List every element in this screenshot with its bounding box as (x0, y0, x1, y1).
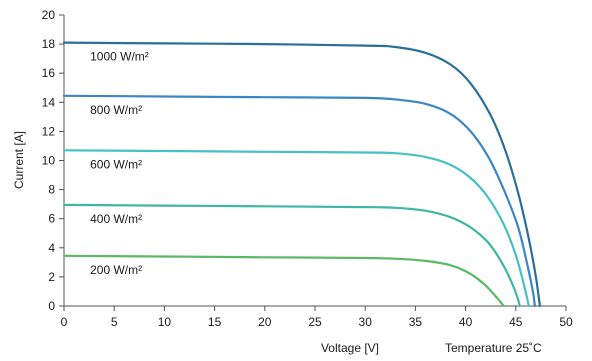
x-tick-label: 45 (509, 315, 523, 329)
series-curve (62, 254, 505, 308)
y-tick-label: 14 (42, 95, 56, 109)
y-axis-title: Current [A] (12, 131, 26, 189)
series-label: 600 W/m² (90, 157, 142, 171)
temperature-annotation: Temperature 25˚C (445, 341, 542, 355)
series-labels: 1000 W/m² 800 W/m² 600 W/m² 400 W/m² 200 W/m… (90, 50, 149, 277)
y-tick-label: 18 (42, 37, 56, 51)
series-label: 1000 W/m² (90, 50, 149, 64)
x-tick-label: 5 (111, 315, 118, 329)
x-tick-label: 20 (258, 315, 272, 329)
x-tick-label: 40 (459, 315, 473, 329)
y-tick-label: 12 (42, 124, 56, 138)
series-curves (62, 41, 541, 308)
x-tick-label: 0 (61, 315, 68, 329)
series-curve (62, 149, 530, 308)
y-tick-label: 8 (48, 183, 55, 197)
y-tick-label: 10 (42, 154, 56, 168)
y-tick-label: 0 (48, 299, 55, 313)
series-curve (62, 94, 536, 308)
series-label: 400 W/m² (90, 212, 142, 226)
series-label: 200 W/m² (90, 263, 142, 277)
x-tick-label: 50 (559, 315, 573, 329)
x-tick-label: 35 (409, 315, 423, 329)
y-tick-label: 4 (48, 241, 55, 255)
tick-marks (59, 14, 567, 311)
y-tick-label: 16 (42, 66, 56, 80)
series-curve (62, 203, 521, 308)
x-tick-label: 30 (359, 315, 373, 329)
tick-labels: 0 5 10 15 20 25 30 35 40 45 50 0 2 4 6 8 10 12 14 16 18 20 (42, 8, 573, 329)
x-tick-label: 10 (158, 315, 172, 329)
y-tick-label: 20 (42, 8, 56, 22)
x-tick-label: 25 (308, 315, 322, 329)
x-axis-title: Voltage [V] (321, 341, 379, 355)
y-tick-label: 6 (48, 212, 55, 226)
y-tick-label: 2 (48, 270, 55, 284)
x-tick-label: 15 (208, 315, 222, 329)
series-curve (62, 41, 541, 308)
series-label: 800 W/m² (90, 103, 142, 117)
